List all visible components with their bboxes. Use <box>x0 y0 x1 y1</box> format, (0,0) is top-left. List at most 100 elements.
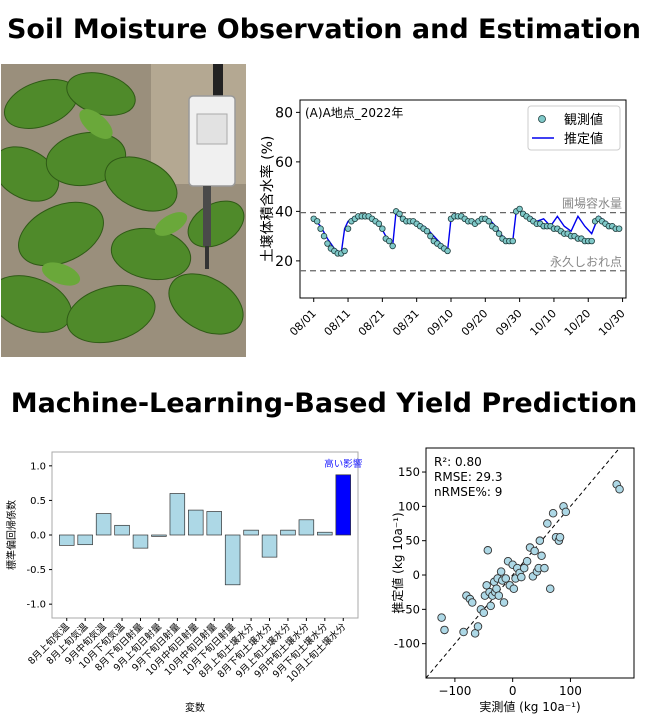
x-tick-label: 0 <box>509 684 517 698</box>
observed-point <box>509 237 516 245</box>
bar <box>151 534 167 537</box>
legend-observed-label: 観測値 <box>564 112 603 128</box>
highlight-annotation: 高い影響 <box>324 458 363 470</box>
y-tick-label: 80 <box>275 105 293 121</box>
scatter-point <box>615 484 624 494</box>
bar <box>77 534 93 546</box>
y-tick-label: 0.0 <box>30 531 46 542</box>
observed-point <box>341 247 348 255</box>
scatter-point <box>494 591 504 600</box>
y-tick-label: 100 <box>398 499 420 513</box>
scatter-point <box>459 627 468 637</box>
y-axis-label: 土壌体積含水率 (%) <box>259 136 276 263</box>
x-tick-label: 09/10 <box>425 307 457 339</box>
x-axis-label: 変数 <box>185 701 205 714</box>
observed-point <box>615 225 623 232</box>
x-axis-label: 実測値 (kg 10a⁻¹) <box>479 699 580 714</box>
scatter-point <box>496 567 506 576</box>
scatter-point <box>483 546 493 555</box>
bar <box>188 509 204 536</box>
observed-point <box>423 227 431 235</box>
scatter-point <box>517 572 526 582</box>
stat-label: RMSE: 29.3 <box>434 470 502 484</box>
highlight-bar <box>335 474 351 536</box>
y-tick-label: 0 <box>413 568 420 582</box>
x-tick-label: 10/10 <box>527 307 559 339</box>
scatter-point <box>479 608 489 618</box>
observed-point <box>317 225 324 232</box>
field-photo <box>1 64 246 357</box>
bar <box>206 511 222 536</box>
y-tick-label: -50 <box>401 602 420 616</box>
panel-label: (A)A地点_2022年 <box>305 106 403 120</box>
coefficient-bar-chart: -1.0-0.50.00.51.0標準偏回帰係数8月上旬気温8月上旬気温9月中旬… <box>5 451 363 714</box>
x-tick-label: 08/11 <box>322 307 354 339</box>
scatter-point <box>499 598 509 607</box>
x-tick-label: 10/20 <box>562 307 594 339</box>
reference-line-label: 圃場容水量 <box>562 196 622 211</box>
scatter-point <box>501 574 510 583</box>
y-tick-label: -100 <box>394 637 420 651</box>
y-tick-label: 50 <box>405 534 420 548</box>
y-tick-label: 60 <box>275 155 293 171</box>
y-tick-label: -0.5 <box>26 565 46 576</box>
scatter-point <box>530 546 539 556</box>
bar <box>95 513 112 536</box>
observed-point <box>324 240 331 247</box>
scatter-point <box>522 557 532 566</box>
bar <box>59 534 75 546</box>
scatter-point <box>537 551 546 561</box>
bar <box>261 534 278 558</box>
observed-point <box>375 220 383 227</box>
scatter-point <box>548 508 558 518</box>
y-axis-label: 推定値 (kg 10a⁻¹) <box>390 512 405 613</box>
y-tick-label: 20 <box>275 254 293 270</box>
scatter-point <box>543 519 552 528</box>
x-tick-label: 08/01 <box>287 307 319 339</box>
bar <box>114 524 130 536</box>
y-tick-label: -1.0 <box>26 600 46 611</box>
observed-point <box>485 218 492 225</box>
one-to-one-line <box>425 447 620 679</box>
legend-observed-marker <box>538 115 546 123</box>
observed-point <box>588 237 595 245</box>
bar <box>132 534 149 549</box>
soil-moisture-chart: 20 40 60 80 08/01 08/11 08/21 08/31 09/10 09/20 09… <box>259 99 628 339</box>
scatter-point <box>486 601 495 611</box>
scatter-point <box>545 584 555 593</box>
scatter-point <box>555 533 565 542</box>
observed-point <box>495 230 503 237</box>
y-tick-label: 0.5 <box>30 496 46 507</box>
observed-point <box>492 225 499 232</box>
bar <box>243 529 259 536</box>
stat-label: R²: 0.80 <box>434 455 482 469</box>
observed-point <box>389 242 396 250</box>
y-axis-label: 標準偏回帰係数 <box>5 500 18 570</box>
bottom-heading: Machine-Learning-Based Yield Prediction <box>10 388 638 419</box>
scatter-point <box>467 598 477 607</box>
bar <box>224 534 241 586</box>
bar <box>169 493 186 536</box>
observed-point <box>344 225 352 232</box>
bar <box>317 531 333 536</box>
y-tick-label: 150 <box>398 465 420 479</box>
scatter-point <box>540 563 549 573</box>
scatter-point <box>535 536 545 545</box>
x-tick-label: 09/30 <box>493 307 525 339</box>
scatter-point <box>440 625 449 635</box>
observed-point <box>320 232 328 240</box>
x-tick-label: 100 <box>559 684 582 698</box>
observed-point <box>516 205 523 213</box>
top-heading: Soil Moisture Observation and Estimation <box>6 14 642 45</box>
observed-point <box>427 232 434 240</box>
scatter-point <box>561 507 571 517</box>
scatter-point <box>473 622 483 631</box>
observed-point <box>444 247 451 255</box>
scatter-point <box>437 613 446 622</box>
x-tick-label: −100 <box>438 684 471 698</box>
legend-box <box>527 105 621 151</box>
y-tick-label: 40 <box>275 204 293 220</box>
observed-point <box>379 225 386 232</box>
y-tick-label: 1.0 <box>30 461 46 472</box>
